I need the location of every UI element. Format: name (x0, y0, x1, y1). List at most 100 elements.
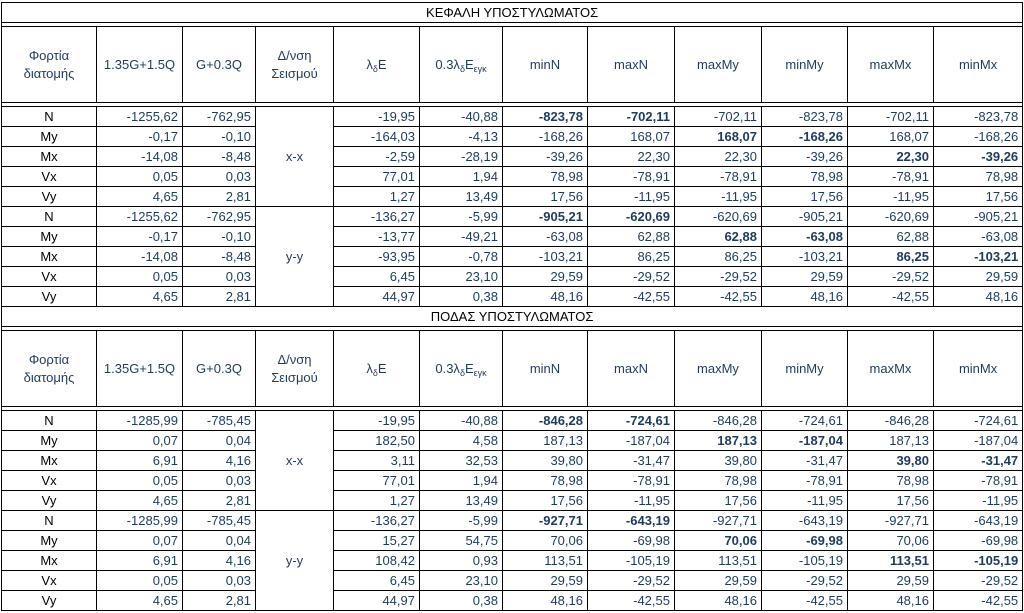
value-cell: -69,98 (932, 530, 1024, 551)
value-cell: -29,52 (932, 570, 1024, 591)
value-cell: 4,16 (182, 550, 256, 571)
value-cell: 29,59 (932, 266, 1024, 287)
value-cell: 0,05 (96, 470, 183, 491)
value-cell: 44,97 (333, 286, 420, 307)
value-cell: -29,52 (847, 266, 934, 287)
value-cell: -724,61 (587, 410, 675, 431)
value-cell: -762,95 (182, 206, 256, 227)
value-cell: -702,11 (587, 106, 675, 127)
value-cell: 22,30 (587, 146, 675, 167)
value-cell: -0,10 (182, 226, 256, 247)
table-row: Vx 0,05 0,03 6,45 23,10 29,59 -29,52 -29,52 29,5… (1, 266, 1024, 287)
value-cell: 1,27 (333, 490, 420, 511)
value-cell: 187,13 (847, 430, 934, 451)
value-cell: 4,65 (96, 286, 183, 307)
value-cell: -31,47 (761, 450, 848, 471)
value-cell: 29,59 (761, 266, 848, 287)
seismic-direction: y-y (255, 206, 334, 307)
value-cell: -40,88 (419, 106, 503, 127)
value-cell: 70,06 (502, 530, 588, 551)
load-label: My (1, 430, 97, 451)
value-cell: 78,98 (761, 166, 848, 187)
value-cell: -69,98 (587, 530, 675, 551)
value-cell: 17,56 (502, 186, 588, 207)
table-row: N -1255,62 -762,95 x-x -19,95 -40,88 -823,78 -7… (1, 106, 1024, 207)
value-cell: -11,95 (587, 490, 675, 511)
value-cell: -136,27 (333, 206, 420, 227)
value-cell: -19,95 (333, 106, 420, 127)
value-cell: 48,16 (502, 286, 588, 307)
load-label: N (1, 106, 97, 127)
value-cell: -823,78 (502, 106, 588, 127)
value-cell: 13,49 (419, 490, 503, 511)
value-cell: -187,04 (932, 430, 1024, 451)
table-row: My -0,17 -0,10 -13,77 -49,21 -63,08 62,88 62,88… (1, 226, 1024, 247)
load-label: My (1, 226, 97, 247)
value-cell: -49,21 (419, 226, 503, 247)
load-label: Mx (1, 450, 97, 471)
value-cell: 29,59 (502, 266, 588, 287)
value-cell: 17,56 (674, 490, 762, 511)
value-cell: -1255,62 (96, 206, 183, 227)
load-label: N (1, 410, 97, 431)
value-cell: 113,51 (502, 550, 588, 571)
value-cell: -4,13 (419, 126, 503, 147)
section-title: ΠΟΔΑΣ ΥΠΟΣΤΥΛΩΜΑΤΟΣ (0, 306, 1024, 327)
value-cell: -0,78 (419, 246, 503, 267)
value-cell: 39,80 (502, 450, 588, 471)
value-cell: -103,21 (502, 246, 588, 267)
value-cell: -28,19 (419, 146, 503, 167)
column-header: minMx (932, 330, 1024, 407)
table-row: Mx -14,08 -8,48 -93,95 -0,78 -103,21 86,25 86,2… (1, 246, 1024, 267)
load-label: N (1, 206, 97, 227)
value-cell: -105,19 (932, 550, 1024, 571)
value-cell: 168,07 (674, 126, 762, 147)
value-cell: -11,95 (761, 490, 848, 511)
value-cell: 187,13 (674, 430, 762, 451)
table-row: Vx 0,05 0,03 77,01 1,94 78,98 -78,91 -78,91 78,9… (1, 166, 1024, 187)
value-cell: -762,95 (182, 106, 256, 127)
column-header: maxN (587, 26, 675, 103)
value-cell: 48,16 (502, 590, 588, 611)
value-cell: -69,98 (761, 530, 848, 551)
value-cell: -927,71 (847, 510, 934, 531)
load-label: Mx (1, 146, 97, 167)
value-cell: 78,98 (502, 470, 588, 491)
value-cell: 22,30 (847, 146, 934, 167)
value-cell: -78,91 (761, 470, 848, 491)
value-cell: 6,91 (96, 550, 183, 571)
value-cell: -187,04 (761, 430, 848, 451)
value-cell: -620,69 (587, 206, 675, 227)
column-header: maxMx (847, 26, 934, 103)
value-cell: -63,08 (761, 226, 848, 247)
header-row: Φορτία διατομής 1.35G+1.5Q G+0.3Q Δ/νση Σει… (1, 26, 1024, 103)
table-row: Vx 0,05 0,03 6,45 23,10 29,59 -29,52 29,59 -29,5… (1, 570, 1024, 591)
value-cell: 6,45 (333, 570, 420, 591)
value-cell: -78,91 (587, 166, 675, 187)
value-cell: -823,78 (761, 106, 848, 127)
value-cell: 1,94 (419, 166, 503, 187)
value-cell: 78,98 (847, 470, 934, 491)
value-cell: 78,98 (932, 166, 1024, 187)
value-cell: -63,08 (932, 226, 1024, 247)
load-label: Vx (1, 266, 97, 287)
seismic-direction: y-y (255, 510, 334, 611)
column-header: maxMy (674, 330, 762, 407)
value-cell: 0,05 (96, 570, 183, 591)
value-cell: -78,91 (587, 470, 675, 491)
value-cell: 48,16 (847, 590, 934, 611)
value-cell: 29,59 (847, 570, 934, 591)
value-cell: 0,04 (182, 530, 256, 551)
value-cell: 108,42 (333, 550, 420, 571)
column-header: Δ/νση Σεισμού (255, 330, 334, 407)
column-header-lambda-e: λδE (333, 330, 420, 407)
column-header: 1.35G+1.5Q (96, 26, 183, 103)
table-row: Mx 6,91 4,16 3,11 32,53 39,80 -31,47 39,80 -31,4… (1, 450, 1024, 471)
value-cell: -702,11 (674, 106, 762, 127)
value-cell: 0,05 (96, 166, 183, 187)
header-row: Φορτία διατομής 1.35G+1.5Q G+0.3Q Δ/νση Σει… (1, 330, 1024, 407)
column-header: maxMy (674, 26, 762, 103)
value-cell: 187,13 (502, 430, 588, 451)
value-cell: -785,45 (182, 410, 256, 431)
value-cell: -1285,99 (96, 410, 183, 431)
